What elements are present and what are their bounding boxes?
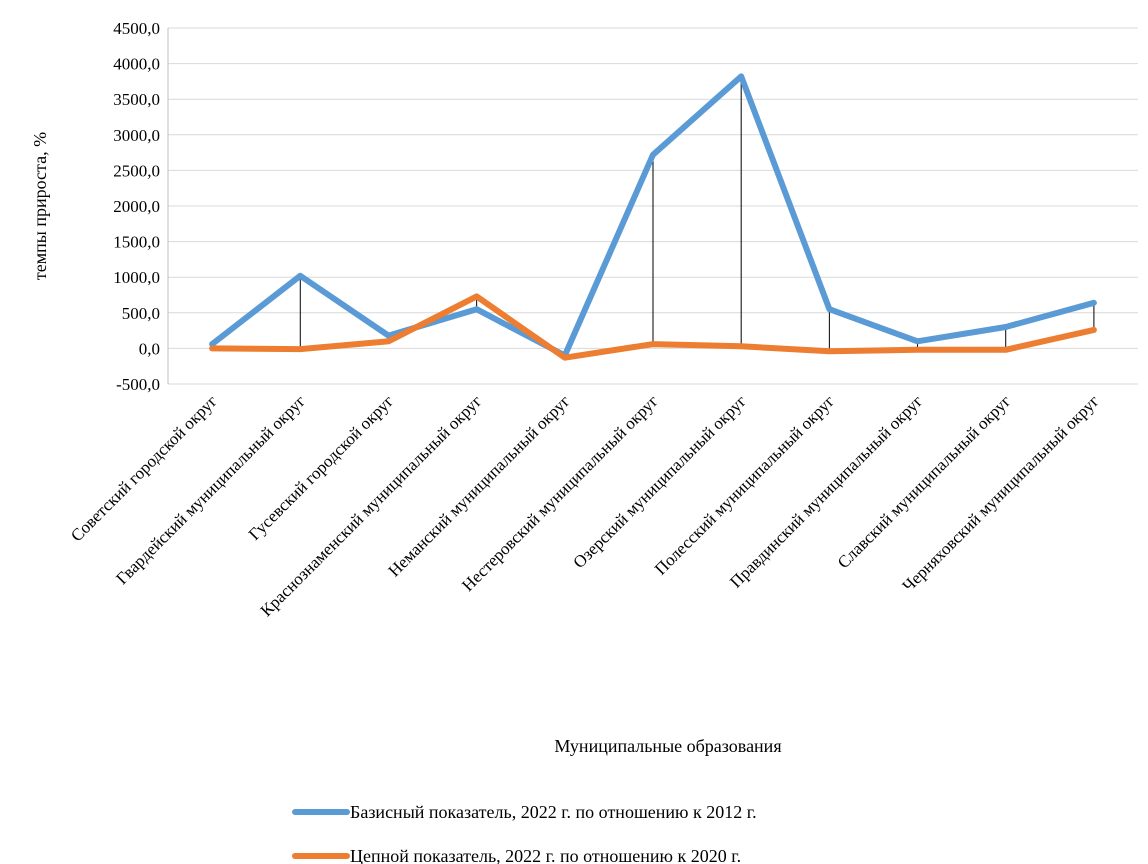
y-tick-labels: -500,0 0,0 500,0 1000,0 1500,0 2000,0 2500,0 30…	[113, 19, 160, 394]
x-axis-title: Муниципальные образования	[554, 736, 781, 756]
data-point	[211, 343, 214, 346]
x-tick-label: Полесский муниципальный округ	[651, 391, 838, 578]
data-point	[916, 348, 919, 351]
drop-lines	[211, 76, 1095, 358]
data-point	[652, 343, 654, 346]
x-tick-label: Черняховский муниципальный округ	[899, 391, 1103, 595]
x-tick-label: Правдинский муниципальный округ	[726, 391, 926, 591]
x-tick-label: Советский городской округ	[67, 391, 221, 545]
data-point	[828, 350, 831, 353]
y-tick-label: 4000,0	[113, 55, 160, 74]
y-tick-label: 1000,0	[113, 268, 160, 287]
x-tick-label: Гвардейский муниципальный округ	[112, 391, 309, 588]
data-point	[740, 75, 743, 78]
y-axis-title: темпы прироста, %	[30, 132, 50, 280]
data-point	[475, 308, 478, 311]
data-point	[1092, 301, 1095, 304]
x-tick-label: Славский муниципальный округ	[834, 391, 1015, 572]
data-point	[740, 345, 743, 348]
data-point	[1004, 326, 1007, 329]
data-point	[1004, 348, 1007, 351]
y-tick-label: 0,0	[139, 339, 160, 358]
data-point	[475, 295, 478, 298]
y-tick-label: 4500,0	[113, 19, 160, 38]
data-point	[1092, 328, 1095, 331]
data-point	[828, 308, 831, 311]
x-tick-label: Нестеровский муниципальный округ	[458, 391, 662, 595]
legend-label: Базисный показатель, 2022 г. по отношени…	[350, 802, 757, 822]
y-tick-label: 2500,0	[113, 161, 160, 180]
series-2	[209, 293, 1097, 361]
data-point	[652, 153, 654, 156]
data-point	[563, 356, 566, 359]
y-tick-label: 1500,0	[113, 233, 160, 252]
y-tick-label: 2000,0	[113, 197, 160, 216]
legend: Базисный показатель, 2022 г. по отношени…	[292, 802, 757, 864]
series-1	[209, 73, 1097, 359]
y-tick-label: 500,0	[122, 304, 160, 323]
x-tick-label: Неманский муниципальный округ	[385, 391, 574, 580]
x-tick-label: Озерский муниципальный округ	[569, 391, 750, 572]
data-point	[211, 347, 214, 350]
data-point	[387, 334, 390, 337]
legend-label: Цепной показатель, 2022 г. по отношению …	[350, 846, 741, 864]
data-point	[916, 340, 919, 343]
data-point	[387, 340, 390, 343]
y-tick-label: -500,0	[116, 375, 160, 394]
data-point	[299, 274, 302, 277]
y-tick-label: 3500,0	[113, 90, 160, 109]
y-tick-label: 3000,0	[113, 126, 160, 145]
data-point	[299, 348, 302, 351]
x-tick-label: Гусевский городской округ	[245, 391, 398, 544]
